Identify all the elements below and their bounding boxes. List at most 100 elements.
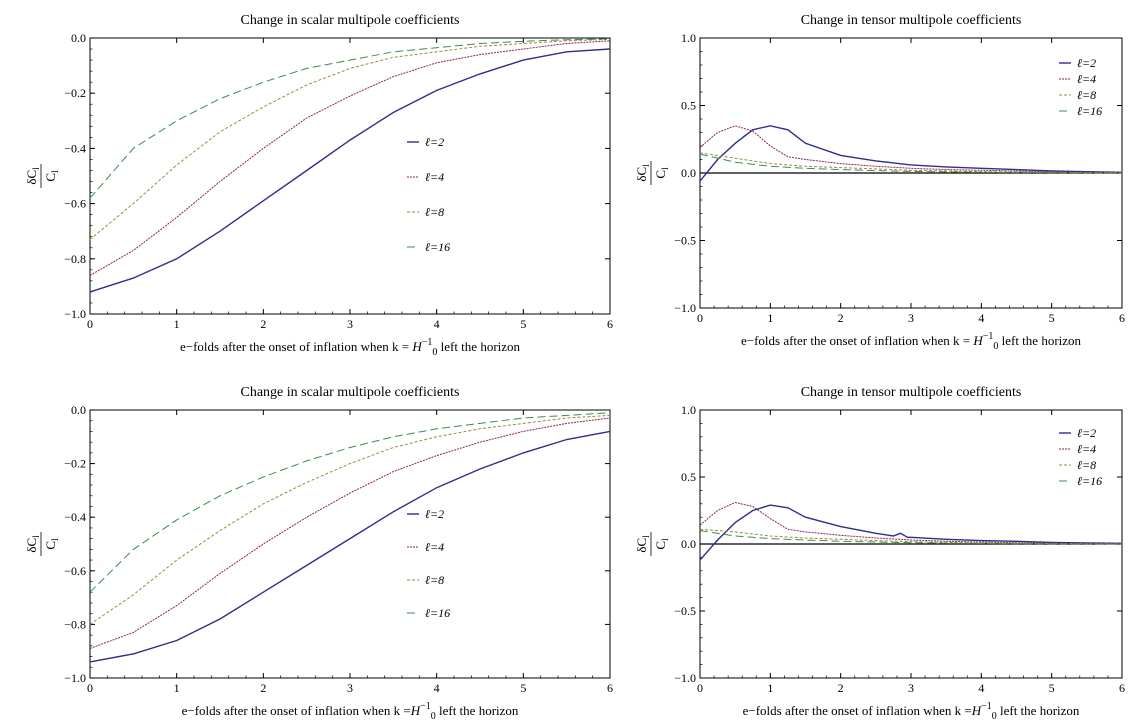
- x-axis-label-subscript: 0: [993, 341, 998, 352]
- y-tick-label: −1.0: [674, 671, 696, 685]
- x-tick-label: 1: [174, 681, 180, 695]
- series-line-l16: [699, 153, 1122, 174]
- legend: ℓ=2 ℓ=4 ℓ=8 ℓ=16: [407, 135, 450, 254]
- y-tick-label: −1.0: [64, 671, 86, 685]
- y-tick-label: −1.0: [674, 301, 696, 315]
- x-tick-label: 1: [767, 681, 773, 695]
- y-axis-label-denominator: Cl: [43, 538, 60, 550]
- series-line-l16: [699, 530, 1123, 545]
- y-axis-label-denominator: Cl: [43, 170, 60, 182]
- x-axis-label-text: e−folds after the onset of inflation whe…: [180, 339, 412, 354]
- series-line-l4: [89, 417, 611, 649]
- legend-label: ℓ=16: [1077, 474, 1102, 488]
- x-axis-label-subscript: 0: [992, 711, 997, 722]
- series-line-l16: [89, 412, 611, 593]
- y-tick-label: 0.0: [681, 166, 696, 180]
- series-line-l4: [89, 40, 611, 276]
- y-tick-label: −0.8: [64, 252, 86, 266]
- x-axis-label-text: e−folds after the onset of inflation whe…: [743, 703, 972, 718]
- y-tick-label: −0.6: [64, 564, 86, 578]
- x-tick-label: 2: [838, 311, 844, 325]
- x-axis-label-superscript: −1: [981, 701, 992, 712]
- x-axis-label-symbol: H: [972, 333, 983, 348]
- x-tick-label: 4: [978, 311, 984, 325]
- legend-label: ℓ=4: [1077, 442, 1096, 456]
- x-axis-label-symbol: H: [971, 703, 982, 718]
- series-line-l16: [89, 38, 611, 199]
- x-axis-label-text-end: left the horizon: [998, 333, 1081, 348]
- y-tick-label: −0.8: [64, 617, 86, 631]
- x-tick-label: 5: [520, 681, 526, 695]
- y-axis-label-denominator: Cl: [653, 167, 670, 179]
- x-axis-label-subscript: 0: [432, 347, 437, 358]
- x-tick-label: 4: [434, 681, 440, 695]
- legend-label: ℓ=4: [425, 170, 444, 184]
- y-axis-label-numerator: δCl: [24, 167, 41, 185]
- legend-label: ℓ=2: [1077, 426, 1096, 440]
- x-tick-label: 6: [607, 681, 613, 695]
- y-tick-label: −0.5: [674, 604, 696, 618]
- x-tick-label: 5: [1049, 681, 1055, 695]
- x-axis-label-text: e−folds after the onset of inflation whe…: [182, 703, 411, 718]
- y-tick-label: 0.5: [681, 99, 696, 113]
- legend-label: ℓ=8: [425, 573, 444, 587]
- y-tick-label: −0.5: [674, 234, 696, 248]
- series-line-l8: [89, 414, 611, 625]
- x-tick-label: 6: [1119, 681, 1125, 695]
- x-tick-label: 4: [978, 681, 984, 695]
- x-axis-label-text-end: left the horizon: [437, 339, 520, 354]
- x-tick-label: 2: [260, 681, 266, 695]
- series-line-l2: [89, 430, 611, 663]
- x-axis-label-superscript: −1: [983, 331, 994, 342]
- x-axis-label-symbol: H: [410, 703, 421, 718]
- x-tick-label: 3: [347, 317, 353, 331]
- y-tick-label: −0.4: [64, 141, 86, 155]
- legend-label: ℓ=8: [1077, 458, 1096, 472]
- legend-label: ℓ=8: [1077, 88, 1096, 102]
- x-tick-label: 1: [174, 317, 180, 331]
- chart-panel-4: Change in tensor multipole coefficients 0…: [634, 385, 1125, 722]
- chart-panel-1: Change in scalar multipole coefficients 0…: [24, 13, 613, 358]
- x-tick-label: 4: [434, 317, 440, 331]
- y-tick-label: −0.4: [64, 510, 86, 524]
- series-line-l2: [699, 125, 1123, 182]
- legend-label: ℓ=8: [425, 205, 444, 219]
- legend: ℓ=2 ℓ=4 ℓ=8 ℓ=16: [407, 507, 450, 620]
- chart-title: Change in scalar multipole coefficients: [240, 13, 459, 28]
- chart-panel-3: Change in scalar multipole coefficients 0…: [24, 385, 613, 722]
- x-axis-label: e−folds after the onset of inflation whe…: [741, 331, 1082, 352]
- y-tick-label: −0.2: [64, 457, 86, 471]
- y-tick-label: −1.0: [64, 307, 86, 321]
- y-tick-label: 0.0: [71, 31, 86, 45]
- x-tick-label: 0: [87, 681, 93, 695]
- legend-label: ℓ=4: [425, 540, 444, 554]
- legend: ℓ=2 ℓ=4 ℓ=8 ℓ=16: [1059, 426, 1102, 488]
- series-line-l4: [699, 501, 1123, 545]
- x-tick-label: 1: [767, 311, 773, 325]
- chart-panel-2: Change in tensor multipole coefficients 0…: [634, 13, 1125, 352]
- legend-label: ℓ=2: [425, 135, 444, 149]
- y-axis-label-numerator: δCl: [634, 164, 651, 182]
- y-axis-label-denominator: Cl: [653, 538, 670, 550]
- x-tick-label: 3: [908, 311, 914, 325]
- y-tick-label: 0.0: [681, 537, 696, 551]
- y-tick-label: 1.0: [681, 403, 696, 417]
- plot-frame: [89, 37, 611, 315]
- legend-label: ℓ=2: [425, 507, 444, 521]
- x-axis-label-subscript: 0: [431, 711, 436, 722]
- x-axis-label-text: e−folds after the onset of inflation whe…: [741, 333, 973, 348]
- x-axis-label-superscript: −1: [422, 337, 433, 348]
- x-axis-label-symbol: H: [411, 339, 422, 354]
- x-tick-label: 3: [908, 681, 914, 695]
- legend-label: ℓ=16: [425, 606, 450, 620]
- series-line-l4: [699, 125, 1123, 174]
- y-tick-label: 0.5: [681, 470, 696, 484]
- y-tick-label: 0.0: [71, 403, 86, 417]
- x-tick-label: 6: [607, 317, 613, 331]
- x-tick-label: 3: [347, 681, 353, 695]
